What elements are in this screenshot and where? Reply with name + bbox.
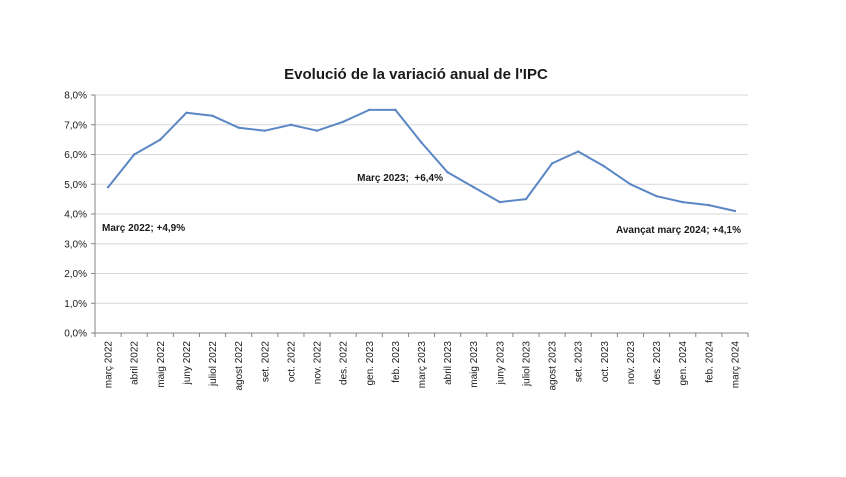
data-point [368,108,371,112]
x-tick-label: feb. 2023 [391,341,402,383]
annotation-label: Avançat març 2024; +4,1% [616,225,741,236]
x-tick-label: abril 2023 [443,341,454,385]
x-tick-label: maig 2022 [156,341,167,388]
x-tick-label: agost 2022 [234,341,245,391]
y-tick-label: 5,0% [64,180,87,191]
x-tick-label: abril 2022 [130,341,141,385]
y-axis: 0,0% 1,0% 2,0% 3,0% 4,0% 5,0% 6,0% 7,0% 8,0% [64,91,96,340]
data-point [159,138,162,141]
data-point [185,111,188,115]
y-tick-label: 2,0% [64,269,87,280]
y-tick-label: 1,0% [64,299,87,310]
data-point [603,165,606,168]
gridlines [95,94,748,304]
x-tick-label: des. 2023 [652,341,663,385]
x-tick-label: oct. 2023 [600,341,611,383]
y-tick-label: 6,0% [64,150,87,161]
x-tick-label: des. 2022 [339,341,350,385]
data-point [289,123,293,126]
data-point [707,203,711,207]
chart-title: Evolució de la variació anual de l'IPC [284,66,548,83]
x-tick-label: gen. 2023 [365,341,376,386]
x-tick-label: maig 2023 [469,341,480,388]
x-tick-label: set. 2022 [260,341,271,383]
series-layer [106,108,737,213]
data-point [132,153,136,156]
x-tick-label: gen. 2024 [678,341,689,386]
data-point [446,171,449,174]
data-point [237,126,240,129]
y-tick-label: 7,0% [64,120,87,131]
data-point [655,194,658,198]
data-point [550,162,554,165]
x-axis: març 2022 abril 2022 maig 2022 juny 2022 jul… [94,332,749,391]
y-tick-label: 3,0% [64,239,87,250]
data-point [420,141,423,144]
x-tick-label: oct. 2022 [286,341,297,383]
annotations: Març 2022; +4,9% Març 2023; +6,4% Avançat … [102,173,741,236]
x-tick-label: juny 2022 [182,341,193,386]
y-tick-label: 8,0% [64,91,87,102]
data-point [524,197,528,201]
y-tick-label: 4,0% [64,210,87,221]
y-tick-label: 0,0% [64,329,87,340]
x-tick-label: nov. 2022 [313,341,324,385]
data-point [733,209,737,213]
data-point [577,150,580,153]
data-point [106,186,110,189]
x-tick-label: nov. 2023 [626,341,637,385]
data-point [394,108,397,112]
data-point [681,200,684,204]
x-tick-label: març 2023 [417,341,428,389]
data-point [472,186,475,189]
x-tick-label: juliol 2022 [208,341,219,387]
data-point [629,183,632,186]
annotation-label: Març 2023; +6,4% [357,173,443,184]
x-tick-label: feb. 2024 [704,341,715,383]
annotation-label: Març 2022; +4,9% [102,223,185,234]
data-point [211,114,214,118]
data-point [498,200,502,204]
data-point [315,129,319,132]
x-tick-label: juliol 2023 [521,341,532,387]
x-tick-label: març 2024 [730,341,741,389]
data-point [341,120,345,123]
x-tick-label: març 2022 [104,341,115,389]
x-tick-label: juny 2023 [495,341,506,386]
x-tick-label: agost 2023 [548,341,559,391]
data-point [263,129,266,132]
x-tick-label: set. 2023 [574,341,585,383]
